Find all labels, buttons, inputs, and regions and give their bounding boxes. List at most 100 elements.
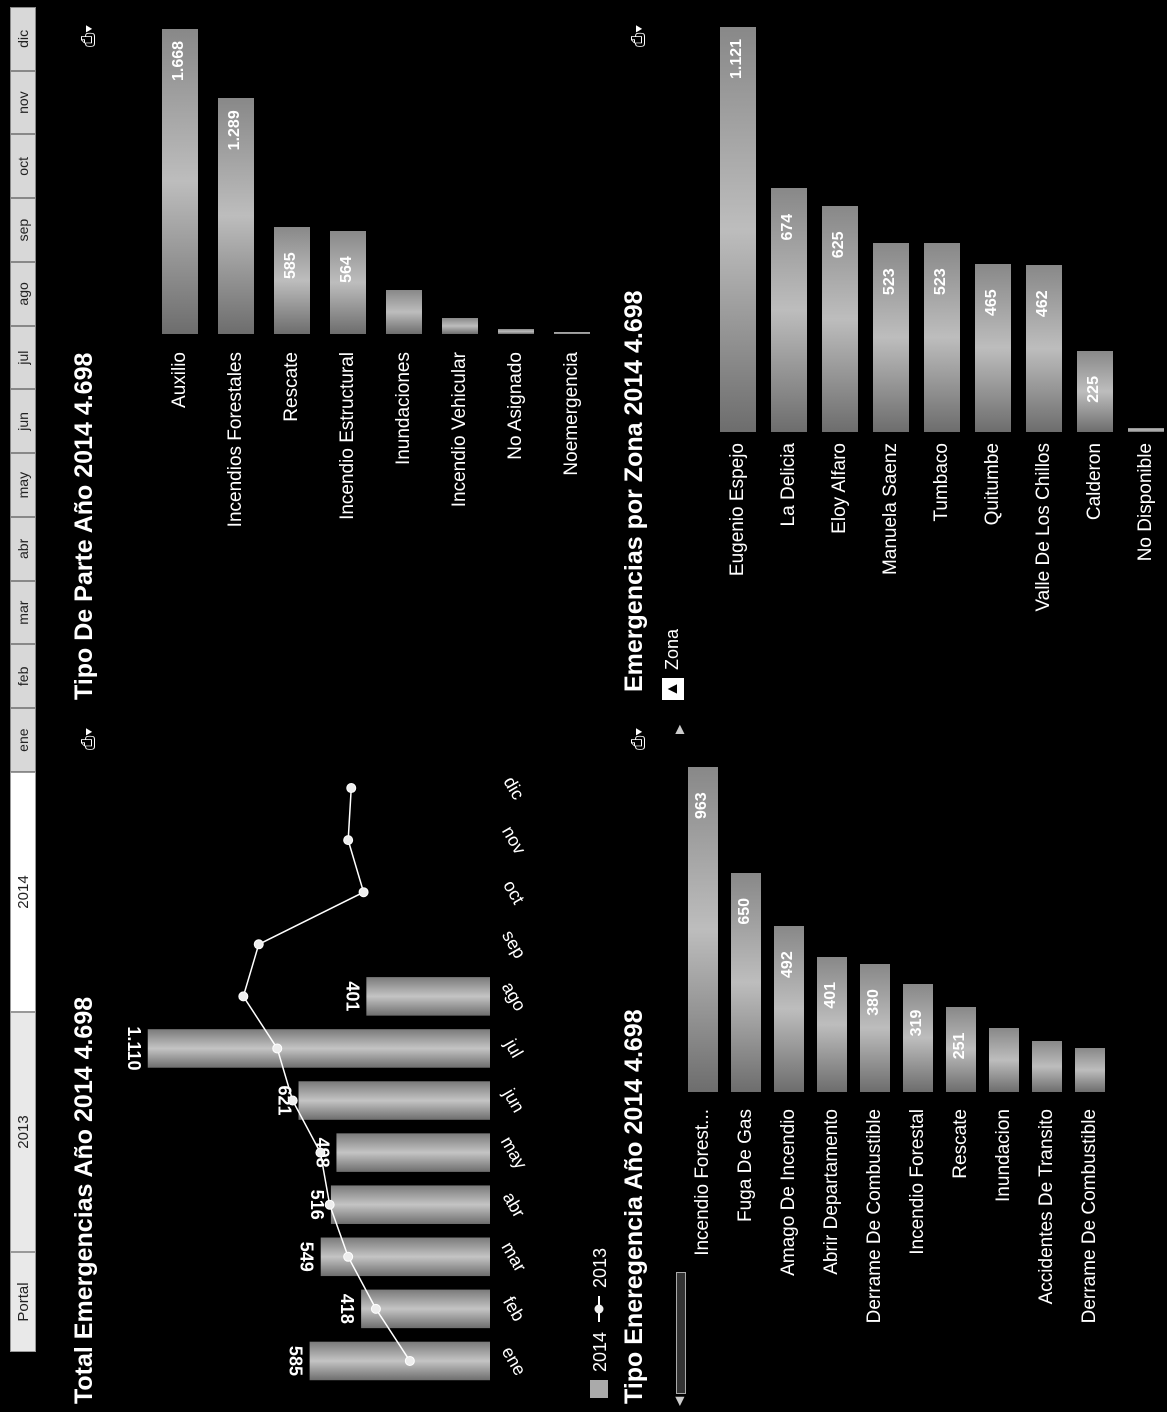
x-tick-nov: nov — [498, 823, 530, 858]
tipo-parte-bar[interactable] — [442, 317, 478, 334]
line-point-may[interactable] — [315, 1147, 326, 1158]
line-point-mar[interactable] — [343, 1251, 354, 1262]
x-tick-may: may — [497, 1133, 531, 1172]
zona-drill-label: Zona — [662, 628, 682, 670]
line-point-oct[interactable] — [358, 887, 369, 898]
tipo-emergencia-bar[interactable] — [1032, 1041, 1062, 1092]
x-tick-ago: ago — [498, 978, 530, 1014]
tipo-parte-bar[interactable] — [554, 332, 590, 334]
line-point-sep[interactable] — [253, 939, 264, 950]
zona-value: 225 — [1085, 376, 1102, 403]
tipo-emergencia-bar[interactable] — [817, 956, 847, 1092]
tipo-parte-value: 564 — [338, 256, 355, 283]
line-point-nov[interactable] — [343, 835, 354, 846]
tab-portal[interactable]: Portal — [10, 1252, 36, 1352]
tipo-emergencia-bar[interactable] — [989, 1027, 1019, 1092]
total-bar-mar[interactable] — [320, 1237, 490, 1277]
x-tick-sep: sep — [498, 927, 530, 962]
zona-label: Valle De Los Chillos — [1033, 443, 1054, 612]
export-excel-icon[interactable]: ⎙▾ — [78, 728, 98, 750]
line-point-ene[interactable] — [404, 1355, 415, 1366]
tab-month-dic[interactable]: dic — [10, 7, 36, 71]
tipo-emergencia-value: 251 — [951, 1032, 968, 1060]
zona-label: Eloy Alfaro — [829, 443, 850, 534]
line-point-jul[interactable] — [272, 1043, 283, 1054]
line-point-ago[interactable] — [238, 991, 249, 1002]
tipo-parte-label: Inundaciones — [393, 352, 414, 466]
tipo-parte-bar[interactable] — [498, 328, 534, 334]
total-bar-label: 401 — [342, 981, 362, 1011]
tipo-emergencia-label: Derrame De Combustible — [864, 1109, 885, 1324]
line-point-dic[interactable] — [346, 783, 357, 794]
tab-month-jun[interactable]: jun — [10, 389, 36, 454]
line-point-abr[interactable] — [324, 1199, 335, 1210]
legend-swatch-2014 — [590, 1380, 608, 1398]
line-2013 — [242, 787, 411, 1362]
tab-month-abr[interactable]: abr — [10, 517, 36, 581]
arrow-down-icon[interactable]: ▶ — [672, 724, 686, 734]
scroll-handle[interactable] — [676, 1272, 686, 1394]
tipo-parte-bar[interactable] — [386, 290, 422, 334]
legend-marker-2013 — [594, 1304, 604, 1314]
tab-month-sep[interactable]: sep — [10, 198, 36, 262]
total-bar-label: 621 — [275, 1086, 295, 1116]
tab-month-jul[interactable]: jul — [10, 325, 36, 390]
tipo-parte-value: 1.289 — [226, 110, 243, 151]
arrow-up-icon[interactable]: ◀ — [672, 1396, 686, 1406]
tipo-parte-bar[interactable] — [274, 227, 310, 334]
zona-value: 523 — [932, 268, 949, 296]
zona-label: Eugenio Espejo — [727, 443, 748, 577]
tipo-emergencia-label: Accidentes De Transito — [1036, 1109, 1057, 1305]
zona-bar[interactable] — [1128, 428, 1164, 432]
tab-month-feb[interactable]: feb — [10, 644, 36, 709]
total-bar-feb[interactable] — [361, 1289, 490, 1329]
tab-month-ago[interactable]: ago — [10, 262, 36, 326]
zona-label: La Delicia — [778, 443, 799, 527]
tipo-emergencia-value: 963 — [693, 792, 710, 819]
export-excel-icon[interactable]: ⎙▾ — [628, 25, 648, 47]
tab-month-mar[interactable]: mar — [10, 580, 36, 645]
x-tick-jun: jun — [499, 1084, 529, 1116]
zona-value: 674 — [779, 213, 796, 241]
export-excel-icon[interactable]: ⎙▾ — [628, 728, 648, 750]
x-tick-oct: oct — [499, 877, 528, 908]
tab-month-nov[interactable]: nov — [10, 70, 36, 135]
tipo-emergencia-value: 492 — [779, 951, 796, 978]
tipo-emergencia-bar[interactable] — [1075, 1048, 1105, 1092]
line-point-feb[interactable] — [370, 1303, 381, 1314]
total-bar-abr[interactable] — [330, 1185, 490, 1224]
total-bar-label: 585 — [286, 1346, 306, 1376]
tipo-parte-label: Incendio Vehicular — [449, 352, 470, 508]
total-bar-ago[interactable] — [366, 977, 491, 1016]
tab-month-ene[interactable]: ene — [10, 708, 36, 772]
export-excel-icon[interactable]: ⎙▾ — [78, 25, 98, 47]
total-bar-jun[interactable] — [298, 1081, 490, 1120]
total-bar-label: 549 — [297, 1242, 317, 1272]
tipo-emergencia-bar[interactable] — [860, 963, 890, 1092]
x-tick-dic: dic — [500, 773, 529, 803]
x-tick-ene: ene — [498, 1343, 530, 1379]
zona-value: 523 — [881, 268, 898, 296]
tipo-parte-label: No Asignado — [505, 352, 526, 460]
total-bar-ene[interactable] — [309, 1341, 490, 1381]
tab-month-oct[interactable]: oct — [10, 134, 36, 199]
tipo-emergencia-value: 401 — [822, 981, 839, 1009]
total-bar-jul[interactable] — [147, 1029, 490, 1068]
total-bar-may[interactable] — [336, 1133, 490, 1172]
zona-bar[interactable] — [720, 27, 756, 432]
tipo-emergencia-label: Inundacion — [993, 1109, 1014, 1202]
tipo-parte-label: Rescate — [281, 352, 302, 422]
drill-up-icon[interactable]: ▲ — [662, 678, 684, 700]
tipo-parte-value: 1.668 — [170, 40, 187, 81]
line-point-jun[interactable] — [287, 1095, 298, 1106]
tab-year-2014[interactable]: 2014 — [10, 772, 36, 1012]
total-panel-title: Total Emergencias Año 2014 4.698 — [70, 996, 98, 1404]
zona-panel-title: Emergencias por Zona 2014 4.698 — [620, 290, 648, 692]
total-bar-label: 516 — [307, 1190, 327, 1220]
tipo-emergencia-label: Fuga De Gas — [735, 1109, 756, 1222]
tipo-parte-label: Noemergencia — [561, 352, 582, 476]
tab-year-2013[interactable]: 2013 — [10, 1012, 36, 1252]
tipo-emergencia-bar[interactable] — [903, 984, 933, 1092]
zona-value: 465 — [983, 289, 1000, 317]
tab-month-may[interactable]: may — [10, 453, 36, 517]
